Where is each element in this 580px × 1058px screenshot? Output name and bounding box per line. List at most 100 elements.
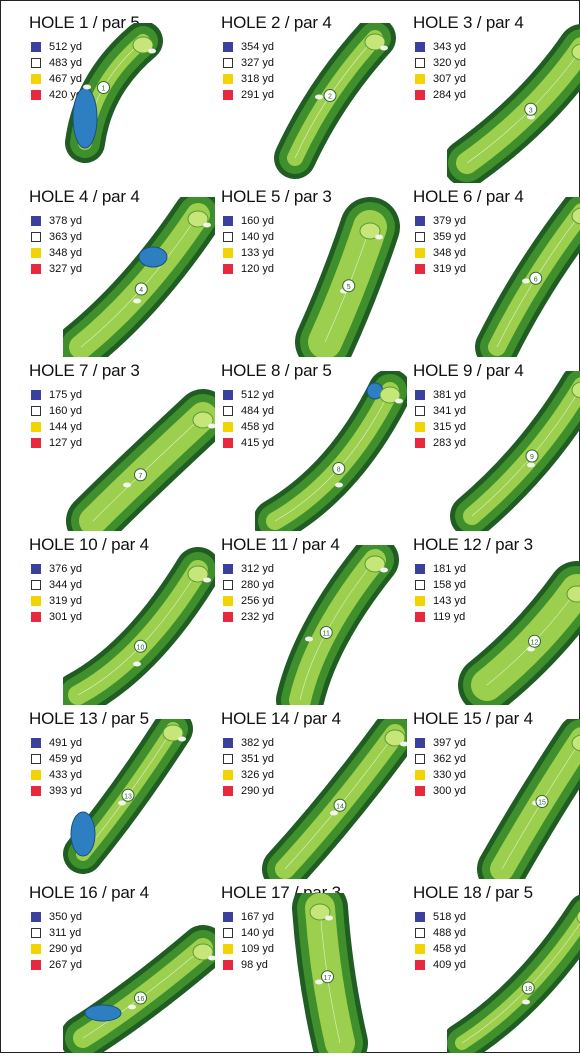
tee-row-red: 415 yd bbox=[223, 435, 274, 451]
tee-yardage: 381 yd bbox=[433, 389, 467, 401]
blue-tee-swatch bbox=[415, 912, 425, 922]
tee-yardage: 393 yd bbox=[49, 785, 83, 797]
tee-row-blue: 379 yd bbox=[415, 213, 466, 229]
tee-row-white: 160 yd bbox=[31, 403, 82, 419]
hole-map: 15 bbox=[477, 719, 580, 879]
hole-number-label: 12 bbox=[531, 639, 539, 646]
tee-row-blue: 378 yd bbox=[31, 213, 82, 229]
tee-row-yellow: 319 yd bbox=[31, 593, 82, 609]
tee-row-blue: 518 yd bbox=[415, 909, 466, 925]
hole-number-marker bbox=[521, 981, 535, 995]
tee-yardage: 420 yd bbox=[49, 89, 83, 101]
white-tee-swatch bbox=[31, 58, 41, 68]
tee-row-red: 409 yd bbox=[415, 957, 466, 973]
tee-row-red: 319 yd bbox=[415, 261, 466, 277]
green bbox=[571, 381, 580, 399]
tee-yardage: 354 yd bbox=[241, 41, 275, 53]
red-tee-swatch bbox=[415, 90, 425, 100]
blue-tee-swatch bbox=[223, 390, 233, 400]
bunker bbox=[315, 94, 323, 100]
hole-number-label: 15 bbox=[538, 800, 546, 807]
tee-yardage-list: 343 yd 320 yd 307 yd 284 yd bbox=[415, 39, 466, 103]
hole-number-marker bbox=[528, 634, 541, 648]
hole-title: HOLE 11 / par 4 bbox=[221, 535, 340, 554]
tee-yardage: 512 yd bbox=[49, 41, 83, 53]
tee-yardage: 512 yd bbox=[241, 389, 275, 401]
hole-title: HOLE 12 / par 3 bbox=[413, 535, 533, 554]
hole-number-marker bbox=[333, 798, 347, 812]
bunker bbox=[128, 1004, 136, 1010]
tee-row-white: 341 yd bbox=[415, 403, 466, 419]
tee-yardage-list: 518 yd 488 yd 458 yd 409 yd bbox=[415, 909, 466, 973]
white-tee-swatch bbox=[223, 58, 233, 68]
hole-card-16: HOLE 16 / par 4 350 yd 311 yd 290 yd 267 yd 1… bbox=[25, 883, 217, 1058]
tee-yardage: 433 yd bbox=[49, 769, 83, 781]
yellow-tee-swatch bbox=[223, 248, 233, 258]
tee-yardage: 319 yd bbox=[433, 263, 467, 275]
green bbox=[132, 36, 154, 54]
bunker bbox=[380, 45, 388, 51]
bunker bbox=[527, 114, 535, 120]
tee-row-white: 459 yd bbox=[31, 751, 82, 767]
bunker bbox=[335, 482, 343, 488]
tee-yardage: 343 yd bbox=[433, 41, 467, 53]
hole-card-12: HOLE 12 / par 3 181 yd 158 yd 143 yd 119 yd 1… bbox=[409, 535, 580, 710]
hole-card-15: HOLE 15 / par 4 397 yd 362 yd 330 yd 300 yd 1… bbox=[409, 709, 580, 884]
tee-yardage: 143 yd bbox=[433, 595, 467, 607]
hole-card-8: HOLE 8 / par 5 512 yd 484 yd 458 yd 415 yd 8 bbox=[217, 361, 409, 536]
hole-map: 7 bbox=[66, 389, 215, 531]
tee-row-blue: 397 yd bbox=[415, 735, 466, 751]
tee-row-blue: 350 yd bbox=[31, 909, 82, 925]
white-tee-swatch bbox=[31, 580, 41, 590]
tee-yardage: 467 yd bbox=[49, 73, 83, 85]
tee-yardage: 376 yd bbox=[49, 563, 83, 575]
tee-row-white: 351 yd bbox=[223, 751, 274, 767]
tee-yardage: 330 yd bbox=[433, 769, 467, 781]
hole-number-marker bbox=[134, 468, 147, 482]
tee-yardage: 348 yd bbox=[433, 247, 467, 259]
tee-row-yellow: 467 yd bbox=[31, 71, 82, 87]
tee-yardage: 167 yd bbox=[241, 911, 275, 923]
hole-number-label: 17 bbox=[324, 975, 332, 982]
hole-map: 14 bbox=[262, 719, 407, 879]
tee-yardage: 158 yd bbox=[433, 579, 467, 591]
green bbox=[576, 910, 580, 924]
tee-row-blue: 343 yd bbox=[415, 39, 466, 55]
tee-yardage: 362 yd bbox=[433, 753, 467, 765]
tee-row-white: 158 yd bbox=[415, 577, 466, 593]
red-tee-swatch bbox=[415, 264, 425, 274]
hole-number-label: 3 bbox=[529, 107, 533, 114]
blue-tee-swatch bbox=[223, 912, 233, 922]
tee-yardage: 483 yd bbox=[49, 57, 83, 69]
red-tee-swatch bbox=[223, 786, 233, 796]
tee-yardage: 318 yd bbox=[241, 73, 275, 85]
tee-yardage-list: 376 yd 344 yd 319 yd 301 yd bbox=[31, 561, 82, 625]
blue-tee-swatch bbox=[31, 42, 41, 52]
tee-row-yellow: 433 yd bbox=[31, 767, 82, 783]
hole-title: HOLE 8 / par 5 bbox=[221, 361, 332, 380]
hole-title: HOLE 10 / par 4 bbox=[29, 535, 149, 554]
yellow-tee-swatch bbox=[31, 422, 41, 432]
tee-yardage: 140 yd bbox=[241, 231, 275, 243]
tee-yardage: 127 yd bbox=[49, 437, 83, 449]
hole-card-3: HOLE 3 / par 4 343 yd 320 yd 307 yd 284 yd 3 bbox=[409, 13, 580, 188]
yellow-tee-swatch bbox=[223, 422, 233, 432]
tee-row-white: 140 yd bbox=[223, 925, 274, 941]
white-tee-swatch bbox=[223, 928, 233, 938]
white-tee-swatch bbox=[31, 754, 41, 764]
tee-row-yellow: 348 yd bbox=[31, 245, 82, 261]
hole-number-label: 4 bbox=[139, 287, 143, 294]
hole-map: 1 bbox=[65, 23, 163, 163]
bunker bbox=[208, 423, 215, 429]
hole-number-label: 14 bbox=[336, 803, 344, 810]
tee-yardage: 98 yd bbox=[241, 959, 268, 971]
tee-row-blue: 376 yd bbox=[31, 561, 82, 577]
hole-map: 16 bbox=[63, 925, 215, 1053]
tee-row-yellow: 318 yd bbox=[223, 71, 274, 87]
yellow-tee-swatch bbox=[31, 74, 41, 84]
tee-yardage-list: 167 yd 140 yd 109 yd 98 yd bbox=[223, 909, 274, 973]
blue-tee-swatch bbox=[223, 738, 233, 748]
yellow-tee-swatch bbox=[415, 74, 425, 84]
hole-number-marker bbox=[321, 970, 334, 984]
